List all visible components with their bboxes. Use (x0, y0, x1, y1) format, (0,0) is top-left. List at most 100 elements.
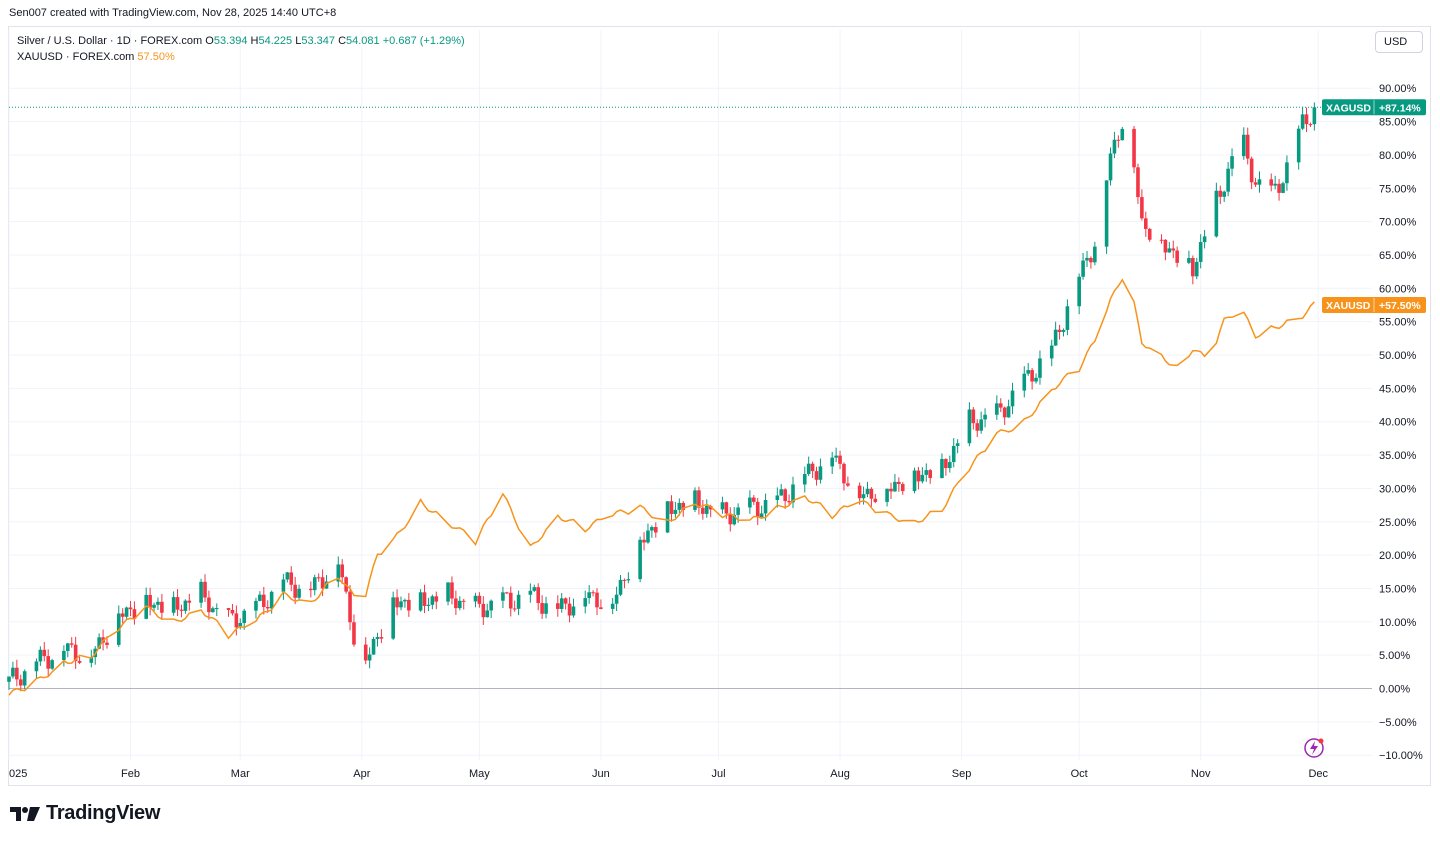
xagusd-candle[interactable] (983, 414, 987, 420)
xagusd-candle[interactable] (830, 457, 834, 467)
xagusd-candle[interactable] (183, 600, 188, 611)
xagusd-candle[interactable] (532, 587, 537, 591)
xagusd-candle[interactable] (1191, 257, 1195, 277)
xagusd-candle[interactable] (1010, 390, 1015, 407)
xagusd-candle[interactable] (1277, 183, 1281, 193)
xagusd-candle[interactable] (34, 661, 39, 672)
xagusd-candle[interactable] (697, 490, 701, 508)
xagusd-candle[interactable] (955, 443, 960, 446)
xagusd-candle[interactable] (693, 490, 697, 510)
xagusd-candle[interactable] (528, 590, 533, 595)
xagusd-candle[interactable] (544, 603, 548, 614)
xagusd-candle[interactable] (254, 600, 258, 611)
xagusd-candle[interactable] (1269, 179, 1274, 186)
xagusd-candle[interactable] (650, 527, 654, 531)
xagusd-candle[interactable] (461, 600, 466, 602)
xagusd-candle[interactable] (22, 671, 27, 686)
xagusd-candle[interactable] (501, 592, 505, 601)
xagusd-candle[interactable] (975, 423, 980, 431)
xagusd-candle[interactable] (1312, 107, 1317, 125)
xagusd-candle[interactable] (971, 409, 976, 424)
xagusd-candle[interactable] (199, 581, 203, 603)
xagusd-candle[interactable] (422, 592, 427, 606)
xagusd-candle[interactable] (1085, 257, 1089, 261)
xagusd-candle[interactable] (701, 507, 705, 514)
xagusd-candle[interactable] (614, 594, 619, 604)
xagusd-candle[interactable] (1163, 239, 1168, 253)
xagusd-candle[interactable] (363, 644, 368, 661)
xagusd-candle[interactable] (316, 577, 321, 579)
xagusd-candle[interactable] (258, 594, 262, 601)
xagusd-candle[interactable] (312, 577, 317, 591)
xagusd-candle[interactable] (395, 597, 399, 608)
xagusd-candle[interactable] (857, 485, 862, 499)
xagusd-candle[interactable] (97, 637, 101, 649)
xagusd-candle[interactable] (1049, 345, 1054, 359)
xagusd-candle[interactable] (18, 679, 23, 686)
xagusd-candle[interactable] (1006, 406, 1011, 418)
xagusd-candle[interactable] (15, 667, 19, 680)
xagusd-candle[interactable] (646, 530, 650, 543)
xagusd-candle[interactable] (1222, 191, 1226, 197)
xagusd-candle[interactable] (846, 483, 850, 486)
xagusd-candle[interactable] (1057, 329, 1062, 332)
xagusd-candle[interactable] (211, 608, 215, 613)
xagusd-candle[interactable] (454, 598, 458, 609)
xagusd-candle[interactable] (791, 484, 795, 503)
xagusd-candle[interactable] (1257, 179, 1262, 185)
xagusd-candle[interactable] (391, 597, 395, 639)
xagusd-candle[interactable] (618, 579, 623, 595)
xagusd-candle[interactable] (1214, 190, 1219, 237)
xagusd-candle[interactable] (1230, 156, 1234, 169)
xagusd-candle[interactable] (1089, 257, 1093, 263)
xagusd-candle[interactable] (763, 500, 768, 514)
xagusd-candle[interactable] (967, 409, 972, 444)
xagusd-candle[interactable] (152, 604, 156, 608)
xagusd-candle[interactable] (571, 606, 576, 616)
xagusd-candle[interactable] (477, 595, 482, 604)
xagusd-candle[interactable] (842, 463, 846, 484)
xagusd-candle[interactable] (62, 650, 66, 661)
xagusd-candle[interactable] (885, 488, 889, 502)
xagusd-candle[interactable] (179, 609, 184, 611)
xagusd-candle[interactable] (838, 455, 842, 464)
legend-main-row[interactable]: Silver / U.S. Dollar · 1D · FOREX.com O5… (17, 33, 465, 49)
xagusd-candle[interactable] (348, 591, 352, 623)
xagusd-candle[interactable] (7, 676, 11, 682)
xagusd-candle[interactable] (1242, 134, 1246, 157)
xagusd-candle[interactable] (1147, 228, 1152, 240)
xagusd-candle[interactable] (293, 584, 297, 598)
xagusd-candle[interactable] (681, 502, 686, 510)
xagusd-candle[interactable] (865, 488, 870, 495)
xagusd-candle[interactable] (1104, 180, 1109, 247)
xagusd-candle[interactable] (900, 484, 905, 492)
xagusd-candle[interactable] (42, 649, 47, 657)
xagusd-candle[interactable] (556, 603, 560, 609)
xagusd-candle[interactable] (889, 488, 893, 492)
xagusd-candle[interactable] (297, 588, 301, 598)
xagusd-candle[interactable] (642, 539, 646, 543)
brand[interactable]: TradingView (10, 802, 160, 825)
xagusd-candle[interactable] (489, 600, 493, 611)
xagusd-candle[interactable] (567, 603, 572, 616)
xagusd-candle[interactable] (1136, 167, 1140, 198)
xagusd-candle[interactable] (516, 594, 521, 609)
xagusd-candle[interactable] (755, 501, 760, 518)
xagusd-candle[interactable] (897, 481, 901, 485)
xagusd-candle[interactable] (924, 470, 929, 475)
xagusd-candle[interactable] (583, 598, 588, 607)
xagusd-candle[interactable] (289, 572, 294, 585)
xagusd-candle[interactable] (1304, 114, 1309, 125)
xagusd-candle[interactable] (105, 642, 109, 645)
xagusd-candle[interactable] (156, 601, 160, 605)
xagusd-candle[interactable] (802, 474, 807, 485)
xagusd-candle[interactable] (1273, 183, 1277, 186)
xagusd-candle[interactable] (720, 502, 725, 510)
xagusd-candle[interactable] (203, 581, 207, 598)
xagusd-candle[interactable] (779, 489, 784, 496)
xagusd-candle[interactable] (238, 623, 243, 628)
xagusd-candle[interactable] (1226, 168, 1230, 192)
xagusd-candle[interactable] (869, 488, 874, 499)
xagusd-candle[interactable] (1077, 276, 1081, 307)
xagusd-candle[interactable] (187, 600, 192, 603)
